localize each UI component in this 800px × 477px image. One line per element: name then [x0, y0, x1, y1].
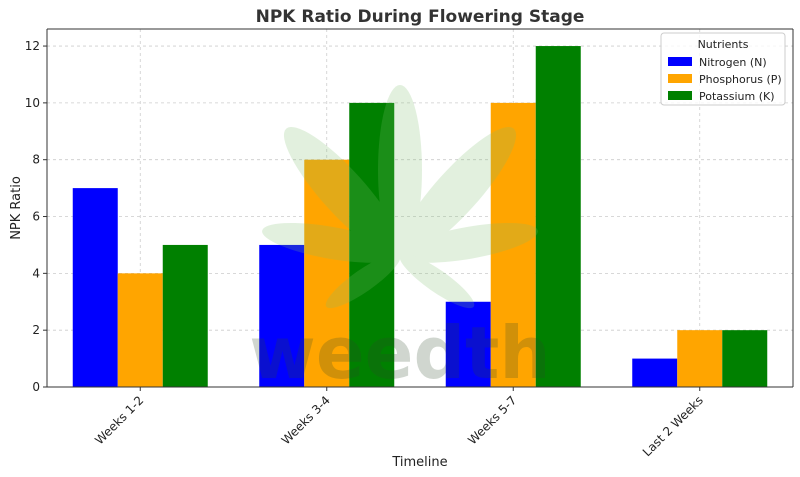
x-tick-label: Weeks 1-2 [92, 393, 146, 447]
cannabis-leaf-icon [262, 85, 538, 309]
legend-entry: Nitrogen (N) [699, 56, 767, 69]
x-axis-label: Timeline [391, 455, 447, 470]
y-tick-label: 8 [32, 153, 40, 167]
x-tick-label: Weeks 5-7 [465, 393, 519, 447]
legend-swatch [668, 74, 692, 83]
x-tick-label: Weeks 3-4 [279, 393, 333, 447]
y-tick-label: 10 [25, 96, 40, 110]
y-axis-label: NPK Ratio [9, 176, 24, 240]
watermark: weedth [249, 85, 551, 395]
y-tick-label: 4 [32, 266, 40, 280]
legend-box [660, 32, 786, 106]
legend-title: Nutrients [698, 38, 749, 51]
x-ticks: Weeks 1-2 Weeks 3-4 Weeks 5-7 Last 2 Weeks [92, 387, 706, 459]
bar [445, 301, 491, 387]
watermark-text: weedth [249, 311, 550, 395]
bar [304, 159, 350, 387]
y-ticks: 0 2 4 6 8 10 12 [25, 39, 47, 394]
bar [490, 102, 536, 387]
bar [162, 244, 208, 387]
bars [72, 46, 768, 388]
bar [117, 273, 163, 387]
y-tick-label: 2 [32, 323, 40, 337]
legend-swatch [668, 91, 692, 100]
legend-entry: Potassium (K) [699, 90, 775, 103]
y-tick-label: 0 [32, 380, 40, 394]
chart-title: NPK Ratio During Flowering Stage [256, 7, 585, 27]
y-tick-label: 12 [25, 39, 40, 53]
bar [72, 188, 118, 387]
x-tick-label: Last 2 Weeks [640, 393, 706, 459]
bar [677, 330, 723, 387]
legend: Nutrients Nitrogen (N) Phosphorus (P) Potas… [660, 32, 786, 106]
legend-swatch [668, 57, 692, 66]
y-tick-label: 6 [32, 210, 40, 224]
bar [259, 244, 305, 387]
legend-entry: Phosphorus (P) [699, 73, 782, 86]
bar [632, 358, 678, 387]
bar [535, 46, 581, 388]
bar [722, 330, 768, 387]
bar [349, 102, 395, 387]
